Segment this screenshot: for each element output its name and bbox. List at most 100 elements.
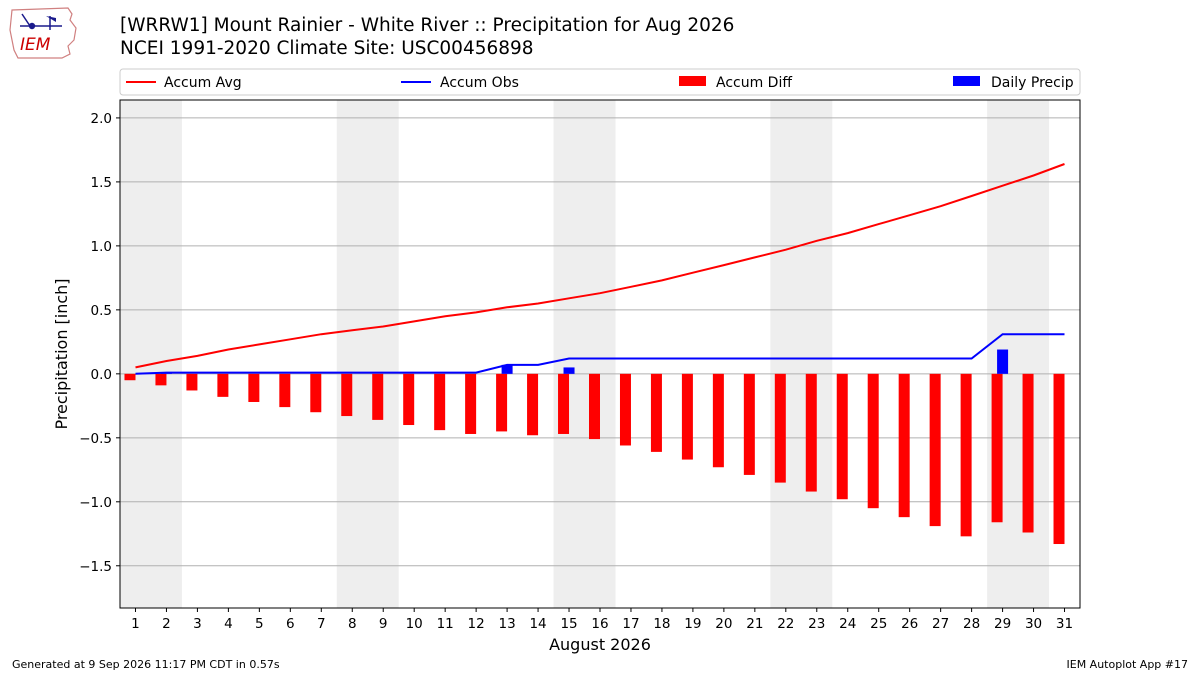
- legend-label-accum-obs: Accum Obs: [440, 75, 519, 91]
- accum-diff-bar: [1053, 373, 1065, 545]
- y-tick-label: −0.5: [79, 431, 112, 447]
- accum-diff-bar: [403, 373, 415, 426]
- autoplot-app-label: IEM Autoplot App #17: [1067, 658, 1189, 671]
- accum-diff-bar: [341, 373, 353, 417]
- accum-diff-bar: [681, 373, 693, 460]
- x-tick-label: 10: [406, 616, 423, 632]
- x-tick-label: 7: [317, 616, 326, 632]
- y-axis-title: Precipitation [inch]: [52, 278, 71, 429]
- weekend-shade-band: [553, 100, 616, 608]
- legend-label-accum-diff: Accum Diff: [716, 75, 792, 91]
- x-axis-title: August 2026: [549, 635, 651, 654]
- accum-diff-bar: [124, 373, 136, 381]
- bars: [124, 349, 1065, 545]
- accum-diff-bar: [867, 373, 879, 509]
- accum-diff-bar: [836, 373, 848, 500]
- accum-diff-bar: [991, 373, 1003, 523]
- x-tick-label: 3: [193, 616, 202, 632]
- y-tick-label: 1.0: [91, 239, 112, 255]
- iowa-outline-icon: [9, 7, 77, 59]
- accum-diff-bar: [619, 373, 631, 446]
- accum-obs-line: [135, 333, 1065, 375]
- accum-diff-bar: [155, 373, 167, 386]
- x-tick-label: 26: [901, 616, 918, 632]
- x-tick-label: 8: [348, 616, 357, 632]
- accum-diff-bar: [434, 373, 446, 431]
- x-tick-label: 2: [162, 616, 171, 632]
- accum-diff-bar: [558, 373, 570, 434]
- daily-precip-bar: [563, 367, 575, 374]
- accum-diff-bar: [960, 373, 972, 537]
- accum-diff-bar: [496, 373, 508, 432]
- accum-diff-bar: [650, 373, 662, 452]
- x-tick-label: 28: [963, 616, 980, 632]
- accum-diff-bar: [217, 373, 229, 397]
- weekend-shade-band: [120, 100, 182, 608]
- x-axis: 1 2 3 4 5 6 7 8 9 10 11 12 13 14 15 16 17 18 19 20 21 22 23 24 2…: [131, 608, 1073, 632]
- x-tick-label: 11: [437, 616, 454, 632]
- x-tick-label: 30: [1025, 616, 1042, 632]
- x-tick-label: 23: [808, 616, 825, 632]
- x-tick-label: 1: [131, 616, 140, 632]
- x-tick-label: 6: [286, 616, 295, 632]
- accum-diff-bar: [898, 373, 910, 518]
- accum-diff-bar: [465, 373, 477, 434]
- x-tick-label: 24: [839, 616, 856, 632]
- iem-logo: IEM: [9, 7, 77, 59]
- weekend-shade-band: [770, 100, 833, 608]
- x-tick-label: 25: [870, 616, 887, 632]
- y-tick-label: 1.5: [91, 175, 112, 191]
- x-tick-label: 13: [499, 616, 516, 632]
- x-tick-label: 4: [224, 616, 233, 632]
- x-tick-label: 20: [715, 616, 732, 632]
- daily-precip-bar: [501, 364, 513, 374]
- legend: Accum Avg Accum Obs Accum Diff Daily Pre…: [119, 68, 1081, 96]
- accum-diff-bar: [372, 373, 384, 420]
- accum-avg-line: [135, 163, 1065, 369]
- x-tick-label: 19: [684, 616, 701, 632]
- accum-diff-bar: [279, 373, 291, 408]
- accum-diff-bar: [929, 373, 941, 527]
- y-tick-label: 0.0: [91, 367, 112, 383]
- weekend-shade-band: [336, 100, 399, 608]
- accum-diff-bar: [589, 373, 600, 440]
- accum-diff-bar: [310, 373, 322, 413]
- x-tick-label: 9: [379, 616, 388, 632]
- legend-label-daily-precip: Daily Precip: [991, 75, 1074, 91]
- x-tick-label: 31: [1056, 616, 1073, 632]
- accum-diff-bar: [186, 373, 198, 391]
- y-tick-label: 0.5: [91, 303, 112, 319]
- legend-label-accum-avg: Accum Avg: [164, 75, 242, 91]
- accum-diff-bar: [527, 373, 539, 436]
- y-tick-label: −1.0: [79, 495, 112, 511]
- accum-diff-bar: [774, 373, 786, 483]
- x-tick-label: 29: [994, 616, 1011, 632]
- logo-text: IEM: [20, 35, 51, 55]
- chart-title: [WRRW1] Mount Rainier - White River :: P…: [120, 15, 734, 36]
- accum-diff-bar: [743, 373, 755, 475]
- x-tick-label: 15: [560, 616, 577, 632]
- x-tick-label: 22: [777, 616, 794, 632]
- weekend-shading: [120, 100, 1050, 608]
- x-tick-label: 14: [529, 616, 546, 632]
- weather-station-icon: [20, 13, 62, 30]
- generated-timestamp: Generated at 9 Sep 2026 11:17 PM CDT in …: [12, 658, 280, 671]
- x-tick-label: 21: [746, 616, 763, 632]
- x-tick-label: 16: [591, 616, 608, 632]
- accum-diff-bar: [248, 373, 260, 402]
- y-tick-label: −1.5: [79, 559, 112, 575]
- y-tick-label: 2.0: [91, 111, 112, 127]
- x-tick-label: 17: [622, 616, 639, 632]
- chart-subtitle: NCEI 1991-2020 Climate Site: USC00456898: [120, 38, 534, 59]
- legend-swatch-accum-diff: [679, 76, 706, 86]
- y-axis: −1.5 −1.0 −0.5 0.0 0.5 1.0 1.5 2.0: [79, 111, 120, 575]
- x-tick-label: 5: [255, 616, 264, 632]
- accum-diff-bar: [712, 373, 724, 468]
- daily-precip-bar: [997, 349, 1009, 374]
- accum-diff-bar: [1022, 373, 1034, 533]
- legend-swatch-daily-precip: [953, 76, 980, 86]
- series-lines: [135, 163, 1065, 375]
- weekend-shade-band: [987, 100, 1050, 608]
- x-tick-label: 12: [468, 616, 485, 632]
